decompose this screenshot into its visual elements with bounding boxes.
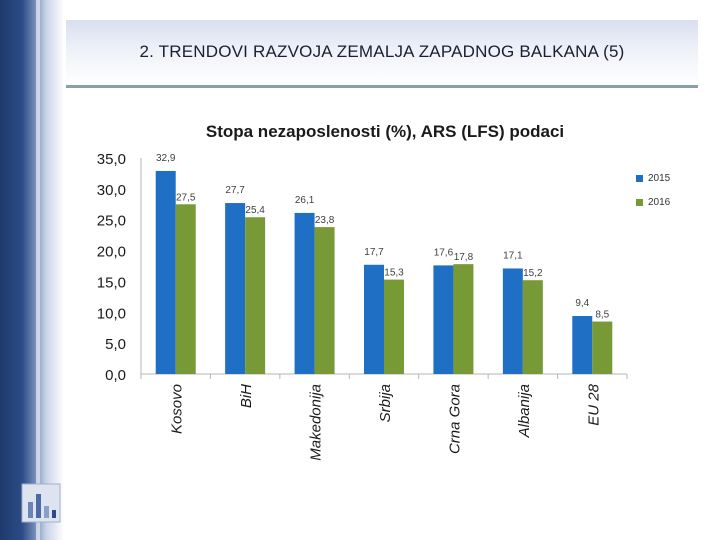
bar-2016 (522, 280, 543, 374)
data-label-2015: 17,7 (364, 247, 384, 258)
bar-2016 (245, 217, 266, 374)
legend-label-2016: 2016 (648, 196, 671, 208)
bar-2015 (502, 268, 523, 374)
y-tick-label: 5,0 (105, 336, 126, 353)
data-label-2016: 25,4 (245, 205, 265, 216)
bar-2015 (433, 265, 454, 374)
y-tick-label: 35,0 (97, 151, 126, 168)
legend-swatch-2016 (636, 198, 643, 206)
legend-swatch-2015 (636, 174, 643, 182)
bar-2015 (364, 264, 384, 374)
x-category-label: Srbija (377, 384, 394, 422)
slide-title-banner: 2. TRENDOVI RAZVOJA ZEMALJA ZAPADNOG BAL… (66, 20, 698, 88)
chart-title: Stopa nezaposlenosti (%), ARS (LFS) poda… (205, 122, 565, 141)
bar-2016 (175, 204, 196, 374)
y-tick-label: 25,0 (97, 213, 126, 230)
left-decorative-stripe (36, 0, 40, 540)
bar-2015 (225, 203, 246, 374)
y-tick-label: 10,0 (97, 305, 126, 322)
bar-2016 (453, 264, 474, 374)
x-category-label: Albanija (516, 384, 533, 438)
slide-title: 2. TRENDOVI RAZVOJA ZEMALJA ZAPADNOG BAL… (139, 42, 625, 61)
bar-2016 (592, 321, 613, 374)
y-tick-label: 30,0 (97, 182, 126, 199)
data-label-2015: 26,1 (295, 195, 315, 206)
legend-label-2015: 2015 (648, 172, 671, 184)
data-label-2015: 17,6 (434, 247, 454, 258)
bar-2016 (314, 227, 335, 374)
bar-chart-logo-icon (21, 483, 61, 523)
x-category-label: Kosovo (169, 384, 186, 434)
data-label-2016: 8,5 (595, 310, 609, 321)
left-decorative-band (0, 0, 64, 540)
bar-2016 (384, 279, 404, 374)
data-label-2016: 17,8 (454, 252, 474, 263)
data-label-2016: 23,8 (315, 215, 335, 226)
y-tick-label: 20,0 (97, 244, 126, 261)
y-tick-label: 0,0 (105, 367, 126, 384)
bar-2015 (294, 212, 315, 374)
bar-2015 (572, 315, 593, 374)
x-category-label: EU 28 (585, 383, 602, 425)
x-category-label: Makedonija (308, 384, 325, 461)
data-label-2015: 32,9 (156, 153, 176, 164)
data-label-2015: 17,1 (503, 250, 523, 261)
data-label-2015: 9,4 (575, 298, 589, 309)
x-category-label: BiH (238, 384, 255, 408)
chart-legend: 2015 2016 (636, 166, 670, 214)
data-label-2016: 15,2 (523, 268, 543, 279)
bar-2015 (155, 170, 176, 374)
data-label-2016: 15,3 (384, 268, 404, 279)
data-label-2016: 27,5 (176, 192, 196, 203)
legend-item-2015: 2015 (636, 166, 670, 190)
data-label-2015: 27,7 (225, 185, 245, 196)
legend-item-2016: 2016 (636, 190, 670, 214)
x-category-label: Crna Gora (446, 384, 463, 454)
y-tick-label: 15,0 (97, 274, 126, 291)
